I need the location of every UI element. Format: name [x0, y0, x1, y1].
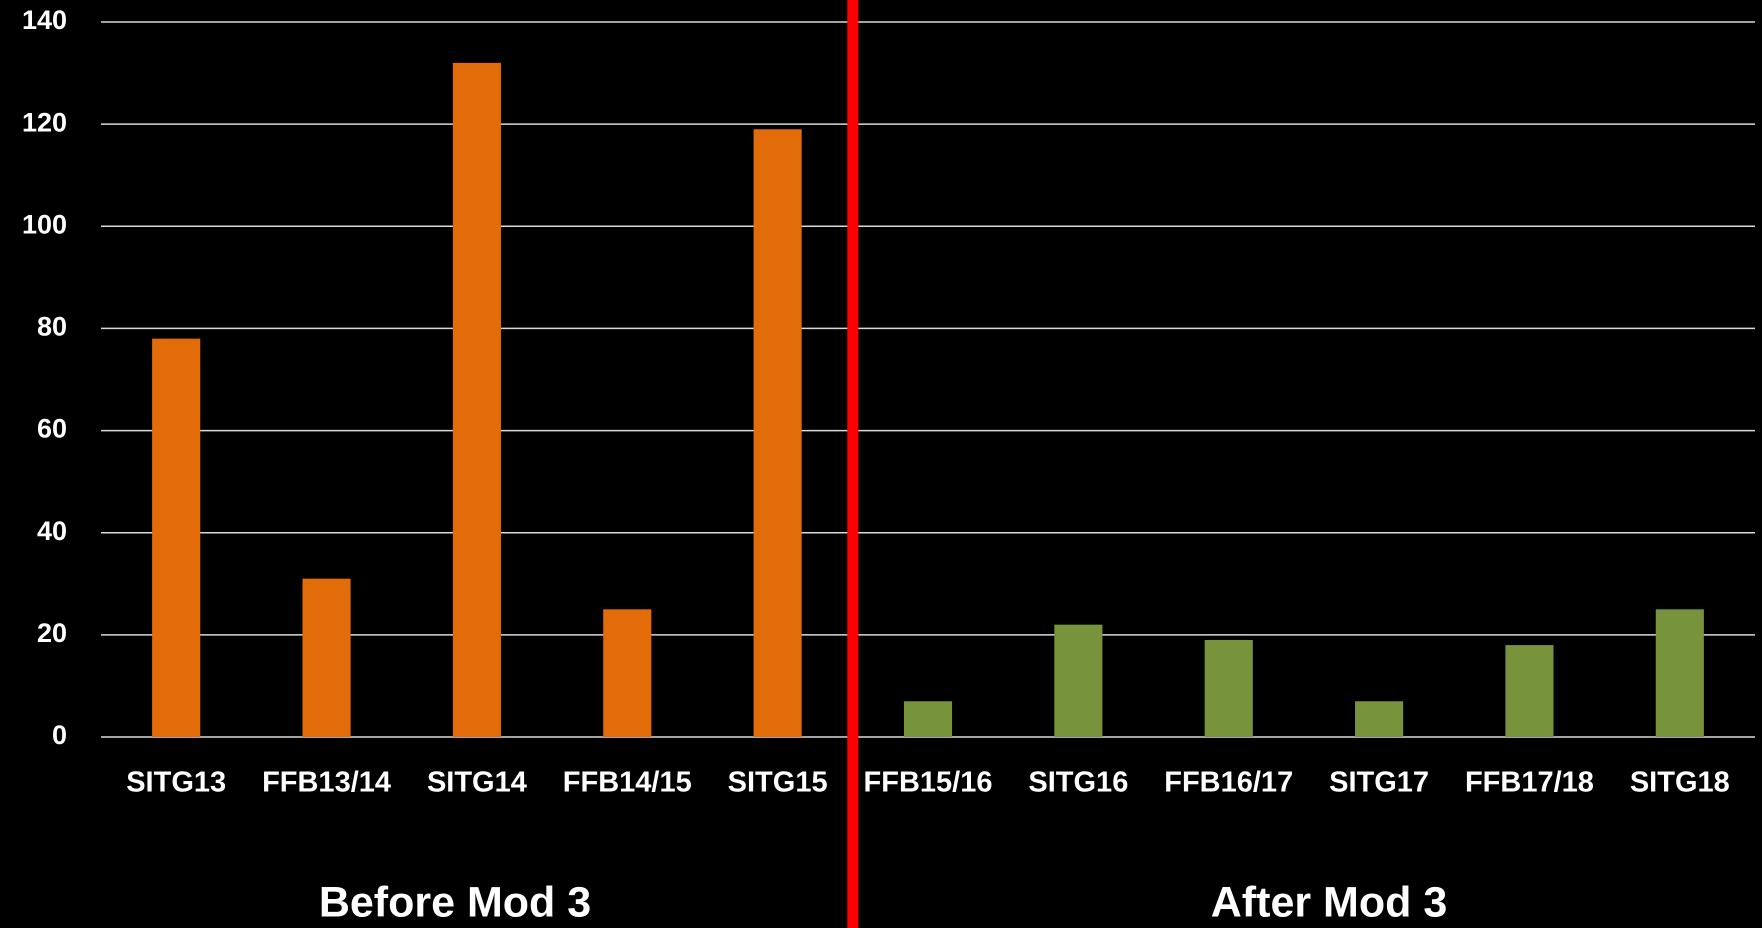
- y-tick-label: 20: [37, 618, 67, 648]
- x-tick-label: SITG13: [126, 767, 226, 799]
- y-tick-label: 120: [22, 107, 67, 137]
- bar: [152, 338, 201, 737]
- bar: [1355, 701, 1404, 737]
- y-tick-label: 40: [37, 516, 67, 546]
- y-tick-label: 100: [22, 209, 67, 239]
- x-tick-label: SITG18: [1630, 767, 1730, 799]
- annotation: After Mod 3: [1211, 878, 1448, 926]
- x-tick-label: FFB17/18: [1465, 767, 1594, 799]
- x-tick-label: SITG16: [1028, 767, 1128, 799]
- bar: [452, 62, 501, 738]
- bar: [753, 129, 802, 737]
- bar: [603, 609, 652, 737]
- y-tick-label: 140: [22, 5, 67, 35]
- x-tick-label: SITG14: [427, 767, 527, 799]
- x-tick-label: FFB16/17: [1164, 767, 1293, 799]
- bar: [1054, 624, 1103, 737]
- annotation: Before Mod 3: [319, 878, 591, 926]
- bar: [1655, 609, 1704, 737]
- bar: [302, 578, 351, 737]
- x-tick-label: SITG17: [1329, 767, 1429, 799]
- x-tick-label: FFB15/16: [864, 767, 993, 799]
- x-tick-label: FFB13/14: [262, 767, 391, 799]
- x-tick-label: FFB14/15: [563, 767, 692, 799]
- bar: [903, 701, 953, 737]
- y-tick-label: 0: [52, 720, 67, 750]
- bar: [1505, 645, 1554, 737]
- y-tick-label: 60: [37, 414, 67, 444]
- y-tick-label: 80: [37, 312, 67, 342]
- x-tick-label: SITG15: [728, 767, 828, 799]
- bar: [1204, 639, 1253, 737]
